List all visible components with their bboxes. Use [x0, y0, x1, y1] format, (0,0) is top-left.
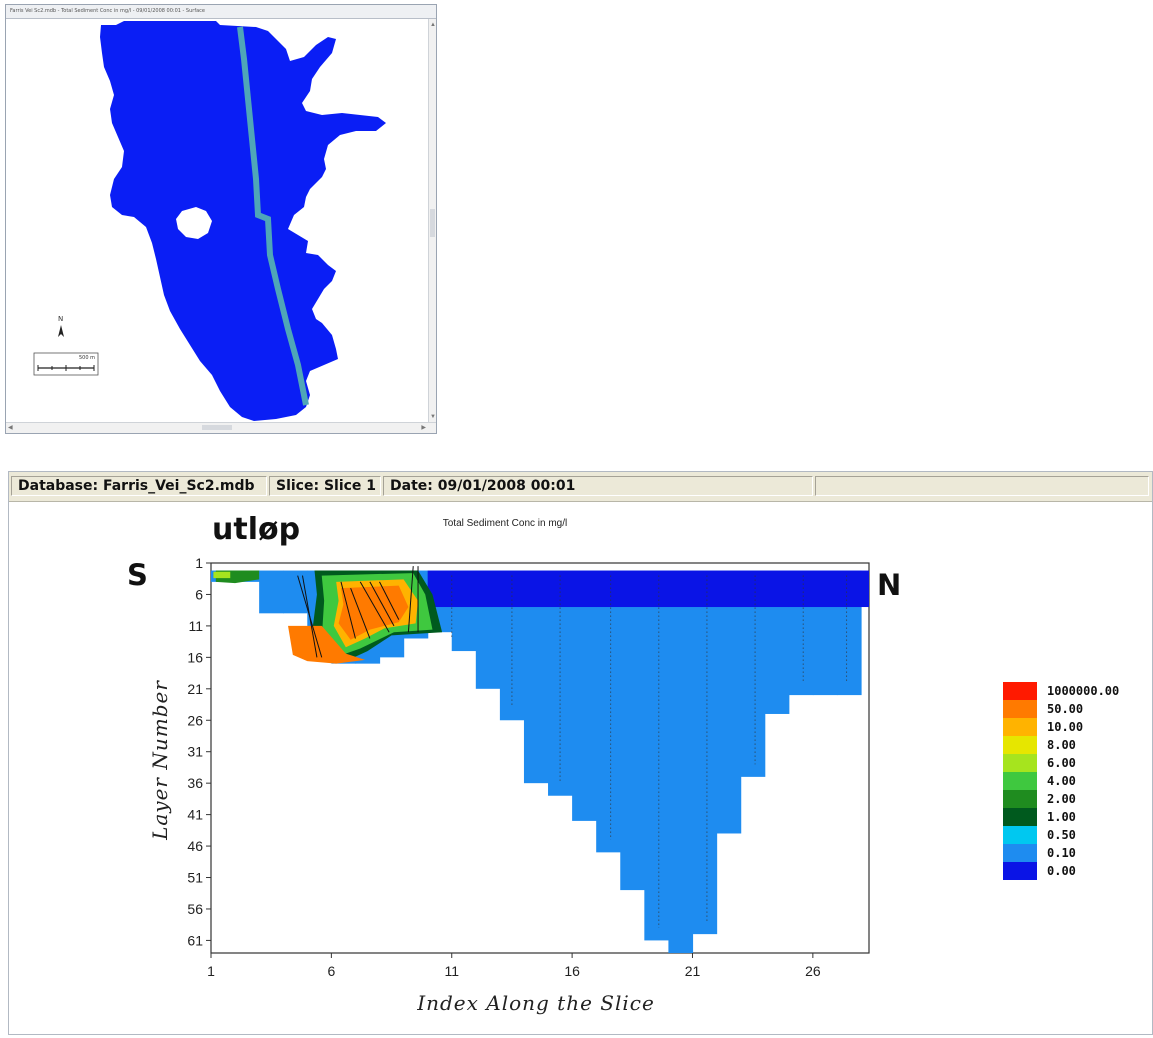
map-view-window: Farris Vei Sc2.mdb - Total Sediment Conc… — [5, 4, 437, 434]
legend-label: 4.00 — [1047, 774, 1076, 788]
y-tick-label: 1 — [195, 555, 203, 571]
x-tick-label: 6 — [327, 963, 335, 979]
sediment-slice-chart: Total Sediment Conc in mg/l 1 6 11 16 21 2616… — [148, 518, 1119, 1015]
vertical-scroll-thumb[interactable] — [430, 209, 435, 237]
velocity-vector — [301, 575, 318, 658]
slice-column-4 — [283, 570, 308, 614]
plume-zone-lightgreen — [213, 571, 231, 579]
legend-swatch — [1003, 754, 1037, 772]
svg-text:N: N — [58, 315, 63, 323]
slice-view-window: Database: Farris_Vei_Sc2.mdb Slice: Slic… — [8, 471, 1153, 1035]
outlet-label: utløp — [212, 512, 301, 547]
y-tick-label: 6 — [195, 586, 203, 602]
legend-swatch — [1003, 736, 1037, 754]
legend-label: 10.00 — [1047, 720, 1083, 734]
velocity-vector — [379, 581, 400, 620]
slice-column-17 — [596, 570, 621, 853]
y-tick-label: 26 — [187, 712, 203, 728]
lake-map[interactable]: N — [6, 19, 430, 423]
empty-status-field — [815, 476, 1149, 496]
north-label: N — [877, 568, 902, 602]
map-window-title: Farris Vei Sc2.mdb - Total Sediment Conc… — [6, 5, 436, 19]
database-field: Database: Farris_Vei_Sc2.mdb — [11, 476, 267, 496]
legend-label: 2.00 — [1047, 792, 1076, 806]
x-tick-label: 26 — [805, 963, 821, 979]
velocity-vector — [359, 581, 390, 633]
y-tick-label: 21 — [187, 681, 203, 697]
velocity-vector — [407, 566, 414, 633]
slice-column-21 — [692, 570, 718, 935]
legend-label: 0.10 — [1047, 846, 1076, 860]
scroll-down-icon[interactable]: ▼ — [430, 414, 436, 420]
x-axis-label: Index Along the Slice — [416, 991, 655, 1015]
legend-label: 0.50 — [1047, 828, 1076, 842]
map-vertical-scrollbar[interactable]: ▲ ▼ — [428, 19, 436, 423]
y-tick-label: 31 — [187, 744, 203, 760]
legend-swatch — [1003, 718, 1037, 736]
y-tick-label: 46 — [187, 838, 203, 854]
lake-water-area — [100, 21, 386, 421]
velocity-vector — [340, 581, 356, 639]
slice-column-22 — [716, 570, 742, 834]
x-tick-label: 16 — [564, 963, 580, 979]
y-tick-label: 61 — [187, 932, 203, 948]
velocity-vector — [369, 581, 395, 627]
legend-swatch — [1003, 790, 1037, 808]
south-label: S — [127, 558, 148, 592]
legend-label: 50.00 — [1047, 702, 1083, 716]
plume-zone-orange-lower — [288, 625, 366, 664]
plot-area — [210, 562, 870, 954]
y-tick-label: 56 — [187, 901, 203, 917]
scroll-left-icon[interactable]: ◀ — [8, 425, 13, 431]
legend-swatch — [1003, 700, 1037, 718]
slice-column-3 — [259, 570, 284, 614]
legend-swatch — [1003, 844, 1037, 862]
island-shape — [318, 307, 332, 321]
slice-transect-line — [237, 26, 309, 406]
chart-title: Total Sediment Conc in mg/l — [443, 518, 568, 529]
slice-field: Slice: Slice 1 — [269, 476, 381, 496]
y-tick-label: 36 — [187, 775, 203, 791]
legend-swatch — [1003, 862, 1037, 880]
slice-column-18 — [620, 570, 645, 891]
map-horizontal-scrollbar[interactable]: ◀ ▶ — [6, 422, 436, 433]
slice-column-19 — [644, 570, 670, 941]
scale-label: 500 m — [79, 355, 96, 361]
legend-label: 0.00 — [1047, 864, 1076, 878]
legend-swatch — [1003, 682, 1037, 700]
info-bar: Database: Farris_Vei_Sc2.mdb Slice: Slic… — [9, 472, 1152, 502]
legend-label: 1000000.00 — [1047, 684, 1119, 698]
y-axis-label: Layer Number — [148, 680, 172, 841]
x-tick-label: 1 — [207, 963, 215, 979]
surface-low-conc-layer — [427, 570, 869, 608]
legend-swatch — [1003, 772, 1037, 790]
slice-column-16 — [572, 570, 597, 821]
legend-label: 6.00 — [1047, 756, 1076, 770]
plume-zone-orange — [338, 585, 409, 640]
x-tick-label: 21 — [685, 963, 701, 979]
slice-column-20 — [668, 570, 694, 953]
y-tick-label: 41 — [187, 807, 203, 823]
legend-swatch — [1003, 826, 1037, 844]
island-shape — [176, 207, 212, 239]
velocity-vector — [350, 587, 371, 639]
scroll-up-icon[interactable]: ▲ — [430, 22, 436, 28]
north-arrow-icon: N — [58, 315, 64, 337]
scroll-right-icon[interactable]: ▶ — [421, 425, 426, 431]
horizontal-scroll-thumb[interactable] — [202, 425, 232, 430]
y-tick-label: 16 — [187, 649, 203, 665]
y-tick-label: 11 — [188, 618, 203, 634]
legend-label: 8.00 — [1047, 738, 1076, 752]
legend-label: 1.00 — [1047, 810, 1076, 824]
legend-swatch — [1003, 808, 1037, 826]
scale-bar — [33, 352, 99, 376]
x-tick-label: 11 — [444, 963, 459, 979]
color-legend: 1000000.00 50.00 10.00 8.00 6.00 4.00 2.00 1.00… — [1003, 682, 1119, 880]
y-tick-label: 51 — [187, 870, 203, 886]
date-field: Date: 09/01/2008 00:01 — [383, 476, 813, 496]
